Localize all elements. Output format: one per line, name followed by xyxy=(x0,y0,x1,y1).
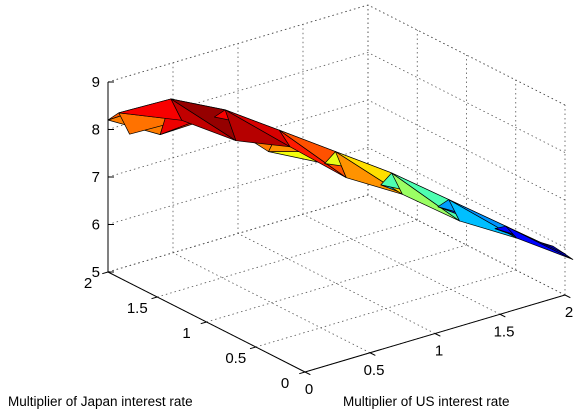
grid-line-wall-z xyxy=(107,4,369,83)
y-tick-mark xyxy=(102,271,109,275)
x-tick-label: 1.5 xyxy=(494,323,515,340)
grid-line-floor-y xyxy=(255,269,516,348)
z-tick-label: 8 xyxy=(92,122,100,139)
grid-line-wall-z xyxy=(367,147,566,248)
y-tick-mark xyxy=(151,296,158,300)
y-axis-label: Multiplier of Japan interest rate xyxy=(8,394,193,409)
y-tick-label: 2 xyxy=(84,275,92,292)
x-axis-label: Multiplier of US interest rate xyxy=(343,394,510,409)
x-tick-label: 1 xyxy=(435,343,443,360)
y-tick-mark xyxy=(249,346,256,350)
x-tick-mark xyxy=(369,352,376,356)
surface-facet xyxy=(391,172,460,222)
x-tick-mark xyxy=(434,333,441,337)
grid-line-wall-z xyxy=(367,52,566,153)
grid-line-wall-z xyxy=(367,4,566,106)
x-tick-mark xyxy=(564,294,571,299)
surface-facet xyxy=(505,225,574,260)
grid-line-floor-y xyxy=(157,219,418,298)
axes-box-back xyxy=(107,4,566,296)
x-tick-label: 2 xyxy=(565,304,573,321)
grid-line-floor-x xyxy=(172,252,371,354)
x-tick-label: 0.5 xyxy=(364,362,385,379)
y-tick-label: 1 xyxy=(182,325,190,342)
y-tick-label: 1.5 xyxy=(127,300,148,317)
grid-line-wall-z xyxy=(367,194,566,296)
surface-mesh xyxy=(107,98,574,260)
y-tick-label: 0 xyxy=(281,375,289,392)
x-tick-mark xyxy=(304,371,311,376)
y-tick-mark xyxy=(299,371,306,375)
x-tick-mark xyxy=(499,313,506,318)
z-tick-label: 9 xyxy=(92,74,100,91)
y-tick-label: 0.5 xyxy=(225,350,246,367)
z-tick-label: 5 xyxy=(92,264,100,281)
grid-line-wall-z xyxy=(367,99,566,201)
y-tick-mark xyxy=(200,321,207,325)
grid-line-floor-x xyxy=(302,213,501,315)
grid-line-floor-x xyxy=(237,233,436,334)
z-tick-label: 6 xyxy=(92,217,100,234)
grid-line-floor-y xyxy=(206,244,467,323)
x-tick-label: 0 xyxy=(305,381,313,398)
grid-lines xyxy=(107,4,566,373)
z-tick-label: 7 xyxy=(92,169,100,186)
grid-line-wall-z xyxy=(107,194,369,273)
